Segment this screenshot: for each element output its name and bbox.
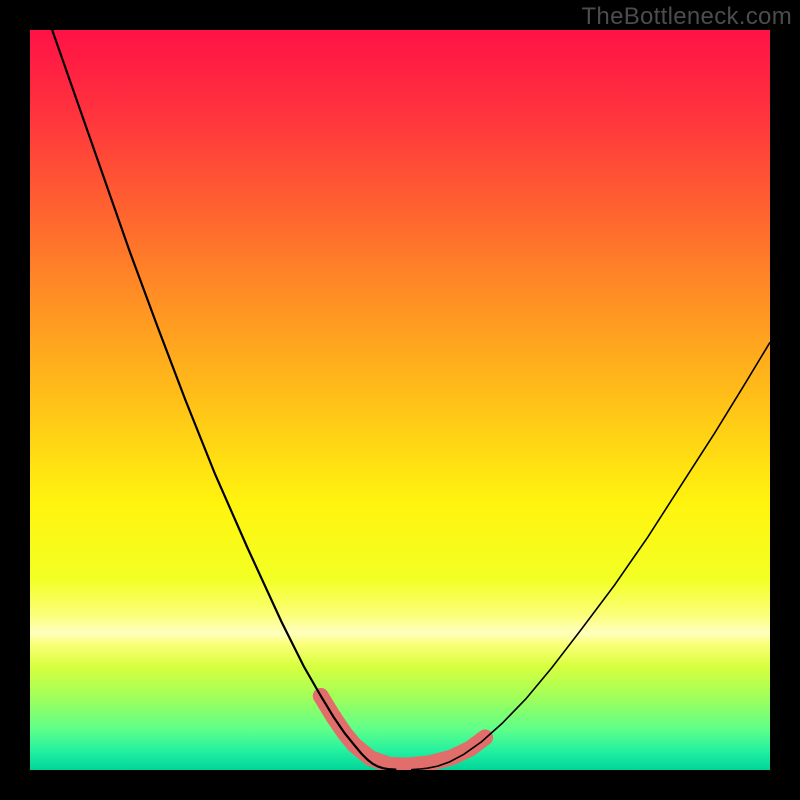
chart-stage: TheBottleneck.com	[0, 0, 800, 800]
plot-background	[30, 30, 770, 770]
bottleneck-chart	[0, 0, 800, 800]
watermark-text: TheBottleneck.com	[581, 3, 792, 31]
